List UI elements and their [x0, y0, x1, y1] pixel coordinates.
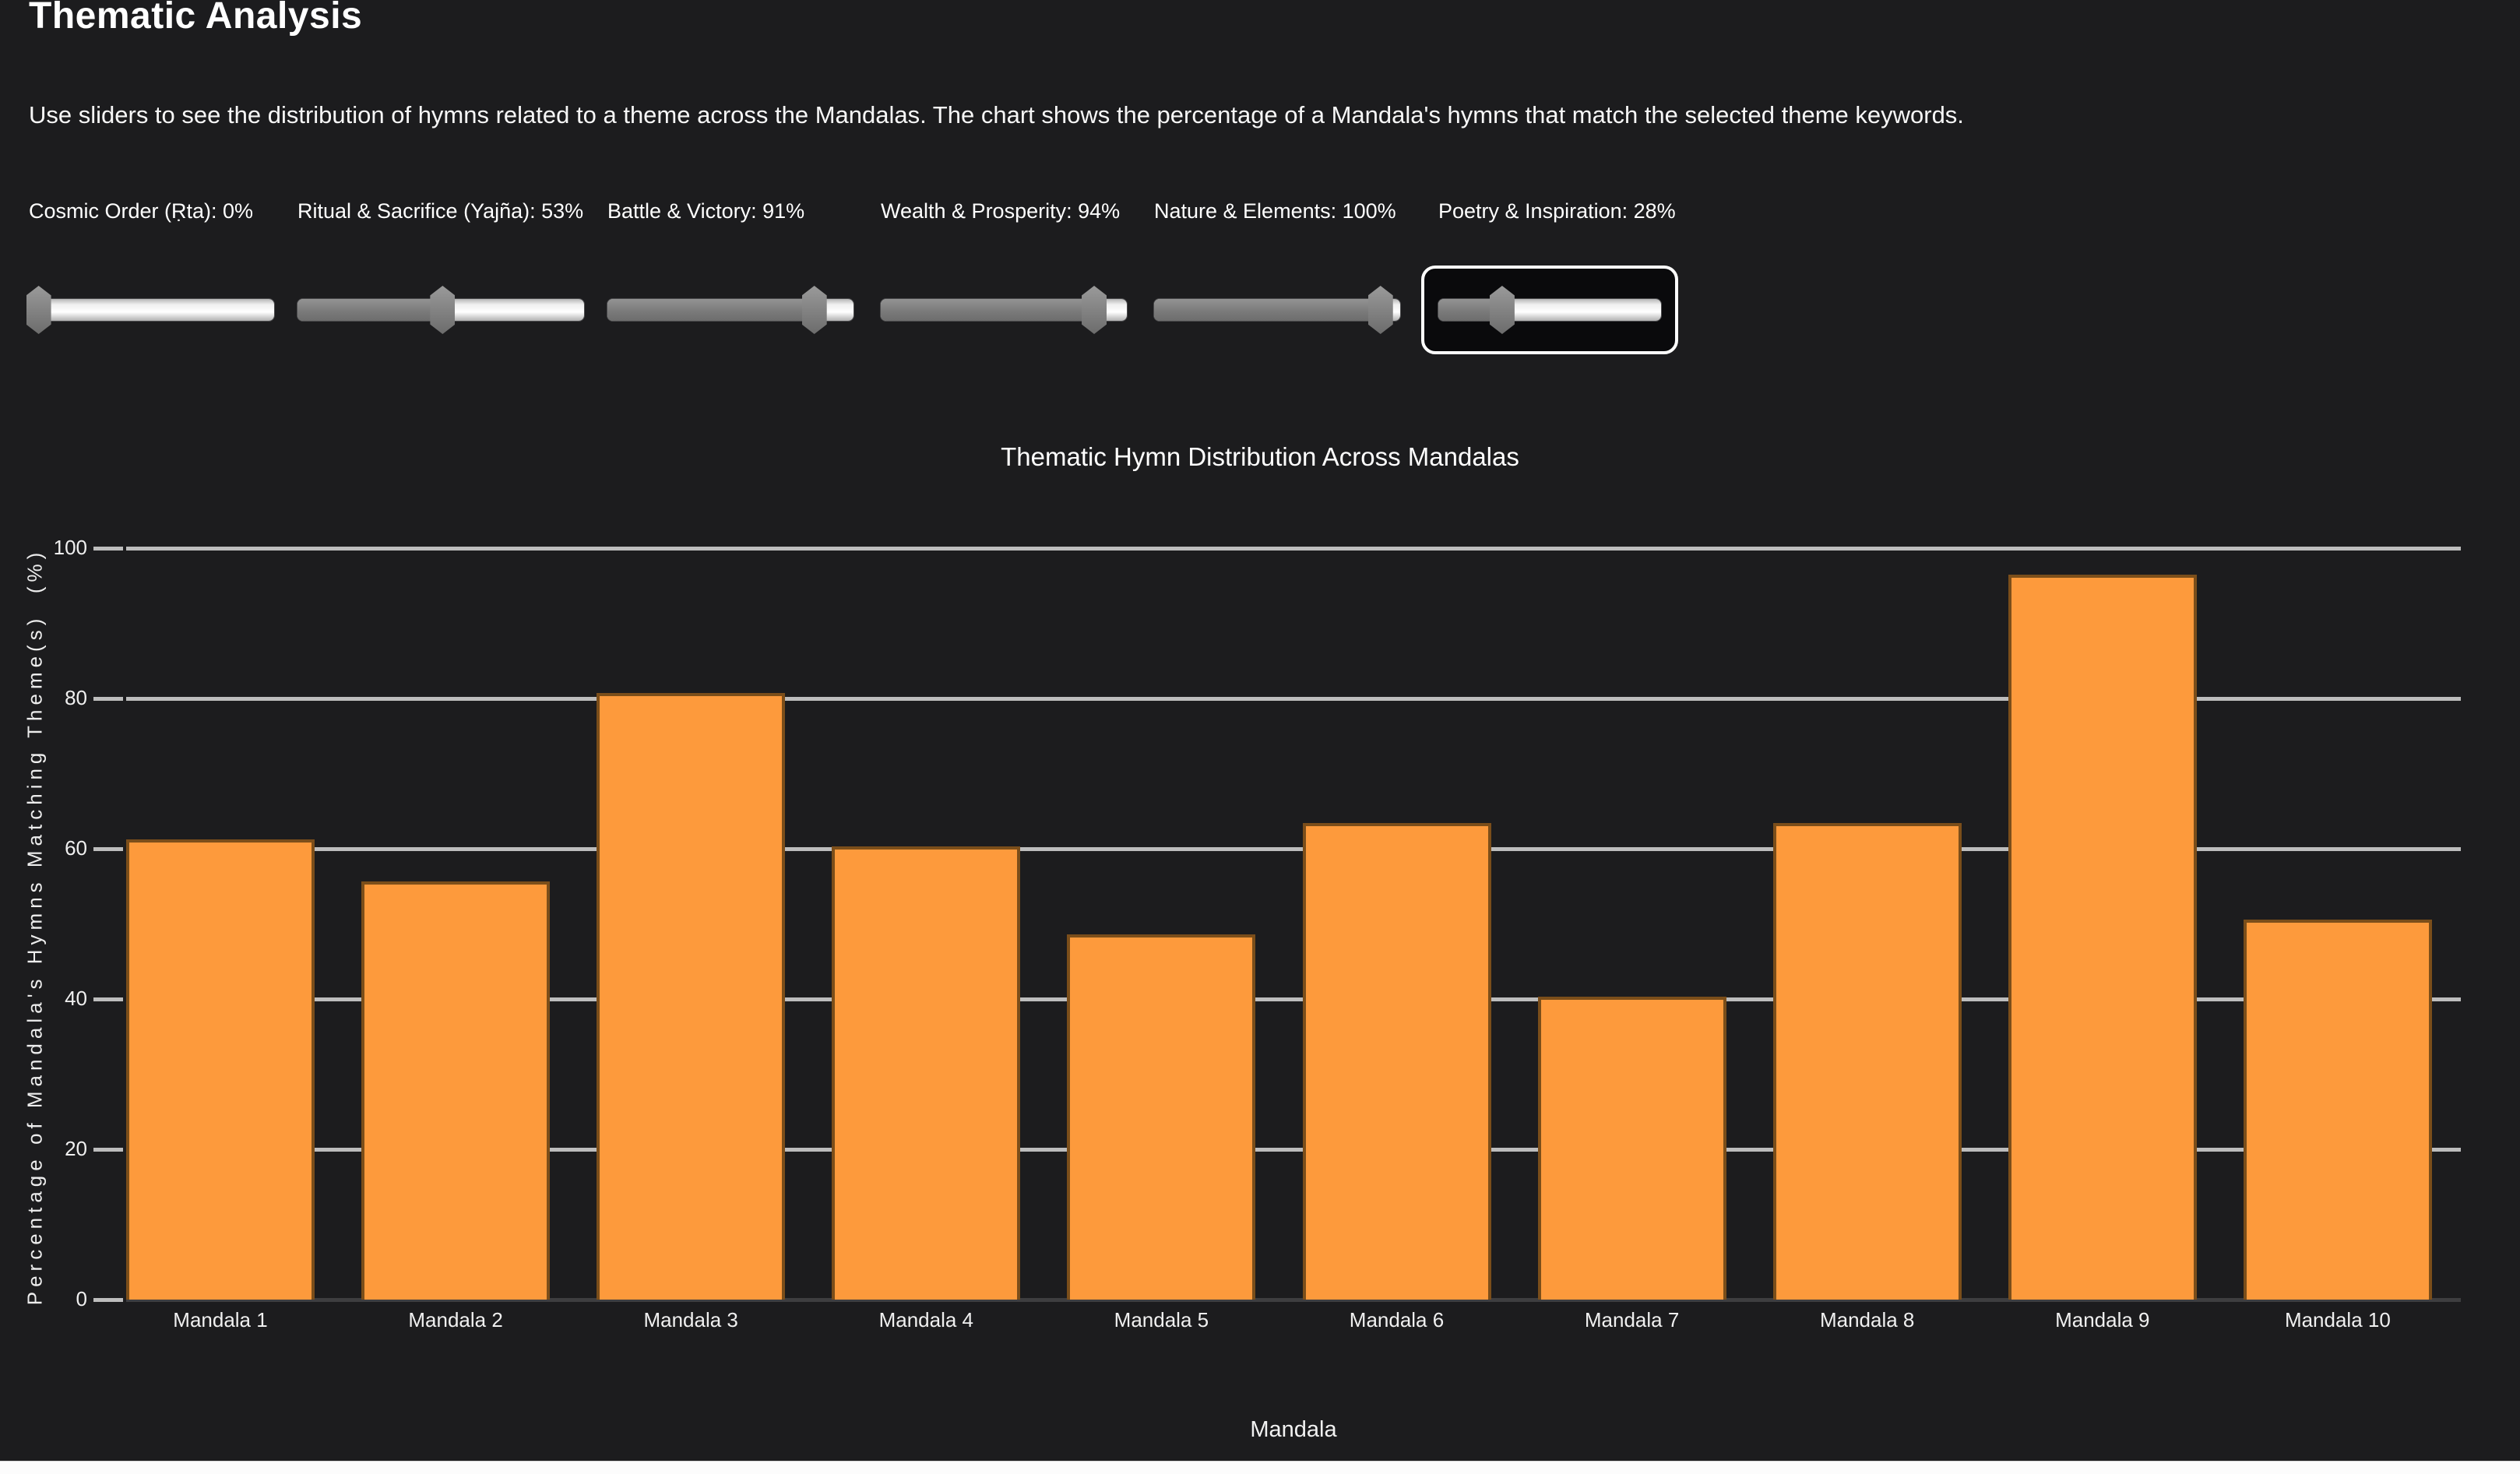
x-tick-label-10: Mandala 10	[2284, 1308, 2391, 1332]
gridline-y-0	[126, 1298, 2461, 1302]
chart-title: Thematic Hymn Distribution Across Mandal…	[1001, 442, 1519, 471]
bar-mandala-10[interactable]	[2243, 919, 2432, 1300]
horizontal-scrollbar[interactable]	[0, 1461, 2520, 1474]
y-tick-mark-60	[93, 847, 123, 851]
y-tick-mark-80	[93, 697, 123, 701]
x-tick-label-2: Mandala 2	[408, 1308, 503, 1332]
bar-mandala-7[interactable]	[1537, 997, 1726, 1300]
page-title: Thematic Analysis	[29, 0, 363, 37]
x-tick-label-8: Mandala 8	[1819, 1308, 1915, 1332]
bar-mandala-4[interactable]	[832, 846, 1021, 1300]
page-description: Use sliders to see the distribution of h…	[29, 101, 1964, 128]
x-axis-label: Mandala	[1250, 1417, 1337, 1442]
y-axis-label: Percentage of Mandala's Hymns Matching T…	[23, 547, 47, 1306]
bar-mandala-9[interactable]	[2008, 574, 2197, 1300]
y-tick-label-100: 100	[53, 536, 87, 559]
slider-track-cosmic-order[interactable]	[26, 286, 274, 334]
bar-mandala-5[interactable]	[1067, 934, 1256, 1300]
gridline-y-60	[126, 847, 2461, 851]
y-tick-mark-20	[93, 1148, 123, 1152]
slider-label-nature-elements: Nature & Elements: 100%	[1154, 199, 1396, 223]
bar-mandala-1[interactable]	[126, 839, 315, 1300]
y-tick-label-0: 0	[76, 1287, 87, 1310]
y-tick-mark-0	[93, 1298, 123, 1302]
slider-label-wealth-prosperity: Wealth & Prosperity: 94%	[881, 199, 1121, 223]
x-tick-label-6: Mandala 6	[1349, 1308, 1445, 1332]
slider-thumb-nature-elements[interactable]	[1367, 286, 1393, 334]
slider-thumb-poetry-inspiration[interactable]	[1489, 286, 1515, 334]
slider-label-cosmic-order: Cosmic Order (Ṛta): 0%	[29, 199, 254, 223]
bar-mandala-8[interactable]	[1772, 823, 1962, 1300]
slider-fill	[607, 299, 815, 321]
y-tick-label-60: 60	[65, 836, 87, 860]
y-tick-label-20: 20	[65, 1137, 87, 1160]
y-tick-label-80: 80	[65, 686, 87, 709]
slider-thumb-battle-victory[interactable]	[801, 286, 827, 334]
x-tick-label-5: Mandala 5	[1114, 1308, 1209, 1332]
slider-label-ritual-sacrifice: Ritual & Sacrifice (Yajña): 53%	[297, 199, 584, 223]
gridline-y-20	[126, 1148, 2461, 1152]
y-tick-label-40: 40	[65, 987, 87, 1010]
x-tick-label-1: Mandala 1	[173, 1308, 268, 1332]
gridline-y-80	[126, 697, 2461, 701]
slider-thumb-ritual-sacrifice[interactable]	[430, 286, 456, 334]
slider-label-battle-victory: Battle & Victory: 91%	[607, 199, 805, 223]
bar-mandala-3[interactable]	[597, 693, 786, 1300]
slider-track-wealth-prosperity[interactable]	[881, 286, 1127, 334]
slider-track-ritual-sacrifice[interactable]	[297, 286, 584, 334]
slider-fill	[1154, 299, 1381, 321]
slider-track-poetry-inspiration[interactable]	[1438, 286, 1661, 334]
slider-thumb-cosmic-order[interactable]	[26, 286, 51, 334]
y-tick-mark-100	[93, 547, 123, 551]
slider-fill	[297, 299, 443, 321]
gridline-y-40	[126, 997, 2461, 1001]
slider-thumb-wealth-prosperity[interactable]	[1082, 286, 1107, 334]
slider-track-battle-victory[interactable]	[607, 286, 853, 334]
x-tick-label-9: Mandala 9	[2055, 1308, 2150, 1332]
bar-mandala-2[interactable]	[361, 881, 551, 1300]
slider-fill	[881, 299, 1095, 321]
slider-track-nature-elements[interactable]	[1154, 286, 1400, 334]
x-tick-label-4: Mandala 4	[878, 1308, 973, 1332]
x-tick-label-3: Mandala 3	[643, 1308, 738, 1332]
y-tick-mark-40	[93, 997, 123, 1001]
bar-mandala-6[interactable]	[1302, 823, 1491, 1300]
gridline-y-100	[126, 547, 2461, 551]
x-tick-label-7: Mandala 7	[1584, 1308, 1680, 1332]
slider-label-poetry-inspiration: Poetry & Inspiration: 28%	[1438, 199, 1676, 223]
